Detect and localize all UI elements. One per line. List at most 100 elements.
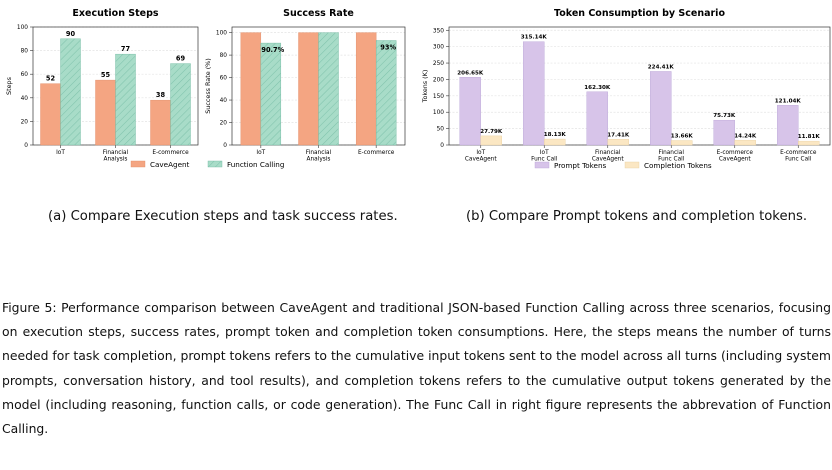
bar-prompt-tokens — [523, 41, 545, 146]
data-label: 52 — [46, 75, 56, 83]
bar-completion-tokens — [734, 140, 756, 146]
y-tick-label: 60 — [21, 72, 29, 78]
y-axis-label: Success Rate (%) — [204, 58, 212, 114]
data-label: 315.14K — [521, 35, 548, 41]
data-label: 77 — [121, 45, 131, 53]
legend-swatch — [130, 160, 146, 168]
x-tick-label: Func Call — [531, 157, 558, 163]
legend-swatch — [624, 161, 640, 169]
x-tick-label: Financial — [306, 150, 332, 156]
bar-completion-tokens — [798, 140, 820, 146]
execution-steps-chart: Execution Steps 0 20 40 60 80 100 Steps IoT 52 90 F… — [5, 8, 199, 163]
x-tick-label: E-commerce — [152, 150, 189, 156]
figure-charts: Execution Steps 0 20 40 60 80 100 Steps IoT 52 90 F… — [5, 8, 831, 170]
y-tick-label: 150 — [433, 94, 444, 100]
y-tick-label: 100 — [216, 31, 227, 37]
data-label: 206.65K — [457, 70, 484, 76]
x-tick-label: Func Call — [785, 157, 812, 163]
x-tick-label: IoT — [540, 150, 549, 156]
bar-hatch — [376, 40, 397, 145]
x-tick-label: IoT — [476, 150, 485, 156]
y-tick-label: 40 — [21, 96, 29, 102]
bar-caveagent — [355, 32, 377, 146]
legend-label: Completion Tokens — [644, 161, 712, 170]
y-axis-label: Tokens (K) — [421, 70, 429, 104]
data-label: 18.13K — [544, 132, 567, 138]
bar-caveagent — [240, 32, 262, 146]
subcaption-a: (a) Compare Execution steps and task suc… — [48, 209, 398, 224]
bar-prompt-tokens — [459, 77, 481, 146]
y-tick-label: 50 — [437, 127, 445, 133]
data-label: 38 — [156, 91, 166, 99]
bar-completion-tokens — [671, 140, 693, 146]
data-label: 75.73K — [713, 113, 736, 119]
x-tick-label: CaveAgent — [465, 157, 497, 163]
y-tick-label: 0 — [440, 143, 444, 149]
bar-caveagent — [298, 32, 319, 146]
x-tick-label: Financial — [659, 150, 685, 156]
y-tick-label: 20 — [220, 121, 228, 127]
bar-prompt-tokens — [650, 71, 672, 146]
data-label: 55 — [101, 71, 111, 79]
legend-right: Prompt Tokens Completion Tokens — [534, 161, 712, 170]
bar-hatch — [60, 38, 81, 145]
y-tick-label: 100 — [17, 25, 28, 31]
bar-caveagent — [40, 83, 61, 146]
y-tick-label: 80 — [220, 53, 228, 59]
x-tick-label: Financial — [595, 150, 621, 156]
y-tick-label: 80 — [21, 49, 29, 55]
y-tick-label: 350 — [433, 28, 444, 34]
y-tick-label: 250 — [433, 61, 444, 67]
success-rate-chart: Success Rate 0 20 40 60 80 100 Success Rate (%)… — [204, 8, 406, 163]
legend-label: Function Calling — [227, 160, 284, 169]
plot-frame — [448, 26, 831, 146]
y-tick-label: 20 — [21, 119, 29, 125]
y-tick-label: 40 — [220, 98, 228, 104]
x-tick-label: Func Call — [658, 157, 685, 163]
y-tick-label: 300 — [433, 45, 444, 51]
x-tick-label: CaveAgent — [719, 157, 751, 163]
legend-swatch-hatch — [208, 161, 222, 167]
legend-label: Prompt Tokens — [554, 161, 607, 170]
bar-hatch — [260, 43, 281, 145]
x-tick-label: Analysis — [104, 157, 128, 163]
y-axis-label: Steps — [5, 76, 13, 95]
data-label: 121.04K — [775, 98, 802, 104]
data-label: 90 — [66, 30, 76, 38]
data-label: 14.24K — [734, 133, 757, 139]
data-label: 224.41K — [648, 64, 675, 70]
data-label: 11.81K — [798, 134, 821, 140]
bar-caveagent — [95, 79, 116, 146]
chart-title: Token Consumption by Scenario — [554, 8, 725, 19]
data-label: 17.41K — [607, 132, 630, 138]
x-tick-label: IoT — [256, 150, 265, 156]
bar-completion-tokens — [480, 135, 502, 146]
x-tick-label: Analysis — [307, 157, 331, 163]
y-tick-label: 200 — [433, 77, 444, 83]
bar-hatch — [170, 63, 191, 145]
bar-prompt-tokens — [586, 91, 608, 146]
x-tick-label: Financial — [103, 150, 129, 156]
data-label: 27.79K — [480, 129, 503, 135]
subcaption-b: (b) Compare Prompt tokens and completion… — [466, 209, 808, 224]
x-tick-label: CaveAgent — [592, 157, 624, 163]
legend-label: CaveAgent — [150, 160, 190, 169]
data-label: 13.66K — [671, 134, 694, 140]
legend-left: CaveAgent Function Calling — [130, 160, 284, 169]
figure-caption: Figure 5: Performance comparison between… — [2, 300, 831, 437]
x-tick-label: E-commerce — [780, 150, 817, 156]
data-label: 93% — [380, 43, 396, 51]
x-tick-label: E-commerce — [358, 150, 395, 156]
bar-caveagent — [150, 99, 171, 146]
y-tick-label: 100 — [433, 110, 444, 116]
y-tick-label: 60 — [220, 76, 228, 82]
bar-prompt-tokens — [713, 119, 735, 146]
legend-swatch — [534, 161, 550, 169]
x-tick-label: IoT — [56, 150, 65, 156]
data-label: 69 — [176, 55, 186, 63]
bar-completion-tokens — [607, 139, 629, 146]
token-consumption-chart: Token Consumption by Scenario 0 50 100 150 20… — [421, 8, 831, 163]
chart-title: Success Rate — [283, 8, 354, 19]
data-label: 162.30K — [584, 85, 611, 91]
x-tick-label: E-commerce — [717, 150, 754, 156]
